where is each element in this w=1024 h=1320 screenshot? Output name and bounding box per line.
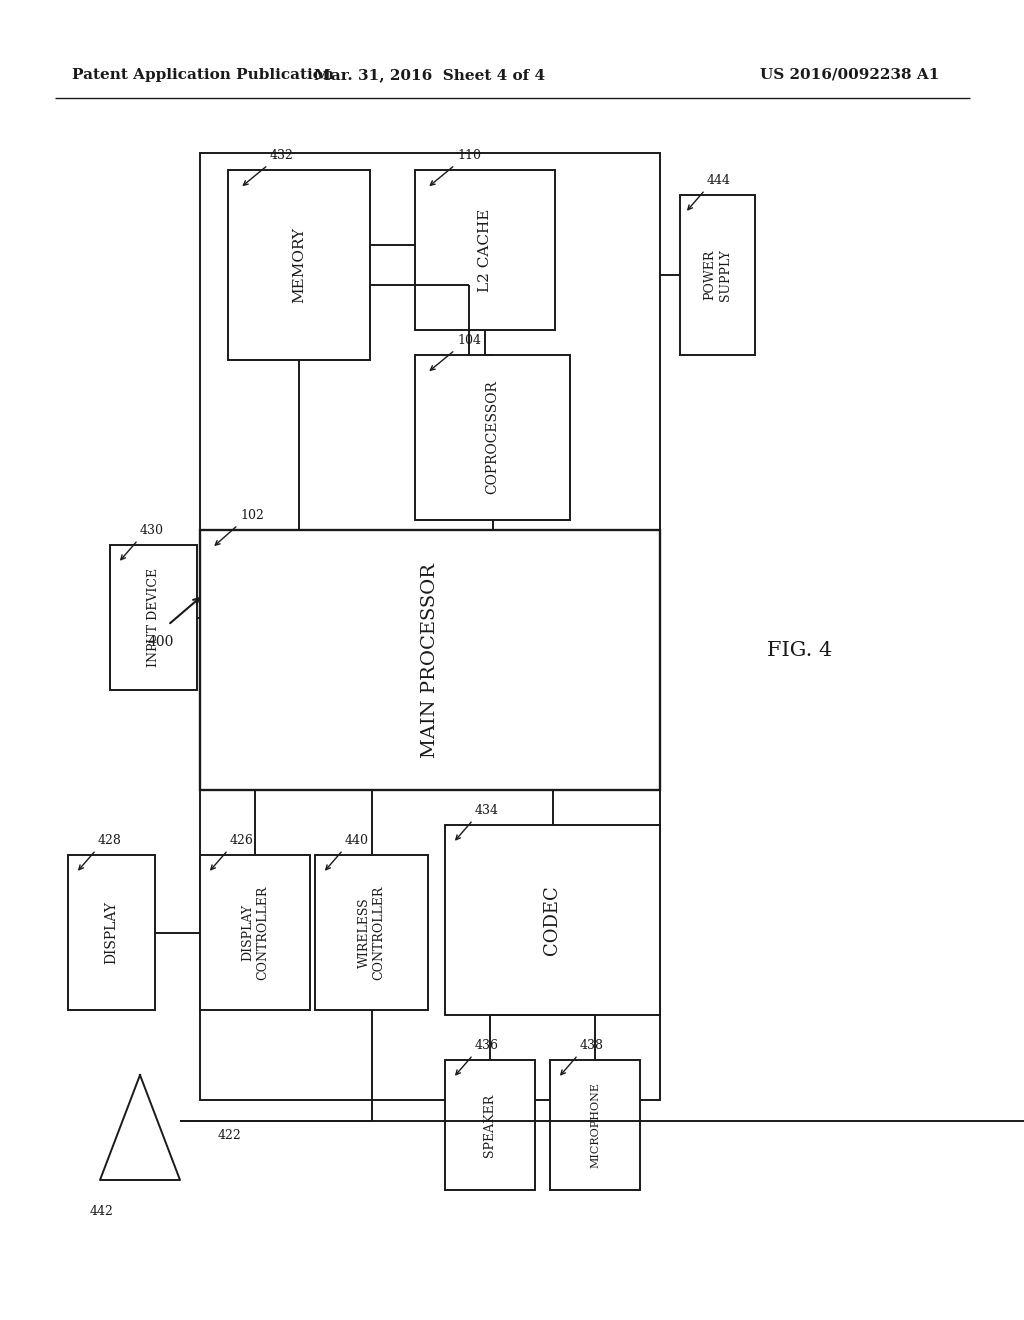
Text: US 2016/0092238 A1: US 2016/0092238 A1: [760, 69, 939, 82]
Text: SPEAKER: SPEAKER: [483, 1093, 497, 1156]
Bar: [445, 1060, 535, 1191]
Bar: [415, 355, 570, 520]
Bar: [680, 195, 755, 355]
Text: 400: 400: [148, 635, 174, 649]
Text: 102: 102: [240, 510, 264, 521]
Text: DISPLAY: DISPLAY: [104, 902, 119, 964]
Text: 428: 428: [98, 834, 122, 847]
Bar: [315, 855, 428, 1010]
Text: 436: 436: [475, 1039, 499, 1052]
Text: DISPLAY
CONTROLLER: DISPLAY CONTROLLER: [241, 886, 269, 979]
Bar: [228, 170, 370, 360]
Text: COPROCESSOR: COPROCESSOR: [485, 380, 500, 495]
Text: 438: 438: [580, 1039, 604, 1052]
Text: 104: 104: [457, 334, 481, 347]
Text: FIG. 4: FIG. 4: [767, 640, 833, 660]
Bar: [200, 855, 310, 1010]
Text: 432: 432: [270, 149, 294, 162]
Text: Mar. 31, 2016  Sheet 4 of 4: Mar. 31, 2016 Sheet 4 of 4: [314, 69, 546, 82]
Text: 422: 422: [218, 1129, 242, 1142]
Text: POWER
SUPPLY: POWER SUPPLY: [703, 249, 731, 301]
Text: INPUT DEVICE: INPUT DEVICE: [147, 568, 160, 667]
Text: 444: 444: [707, 174, 731, 187]
Text: MICROPHONE: MICROPHONE: [590, 1082, 600, 1168]
Text: WIRELESS
CONTROLLER: WIRELESS CONTROLLER: [357, 886, 385, 979]
Bar: [200, 153, 660, 1100]
Text: MEMORY: MEMORY: [292, 227, 306, 304]
Text: CODEC: CODEC: [544, 886, 561, 954]
Text: L2 CACHE: L2 CACHE: [478, 209, 492, 292]
Bar: [200, 531, 660, 789]
Bar: [415, 170, 555, 330]
Text: 434: 434: [475, 804, 499, 817]
Text: 442: 442: [90, 1205, 114, 1218]
Text: 110: 110: [457, 149, 481, 162]
Bar: [550, 1060, 640, 1191]
Text: 440: 440: [345, 834, 369, 847]
Text: 426: 426: [230, 834, 254, 847]
Text: Patent Application Publication: Patent Application Publication: [72, 69, 334, 82]
Bar: [68, 855, 155, 1010]
Bar: [445, 825, 660, 1015]
Text: MAIN PROCESSOR: MAIN PROCESSOR: [421, 562, 439, 758]
Bar: [110, 545, 197, 690]
Text: 430: 430: [140, 524, 164, 537]
